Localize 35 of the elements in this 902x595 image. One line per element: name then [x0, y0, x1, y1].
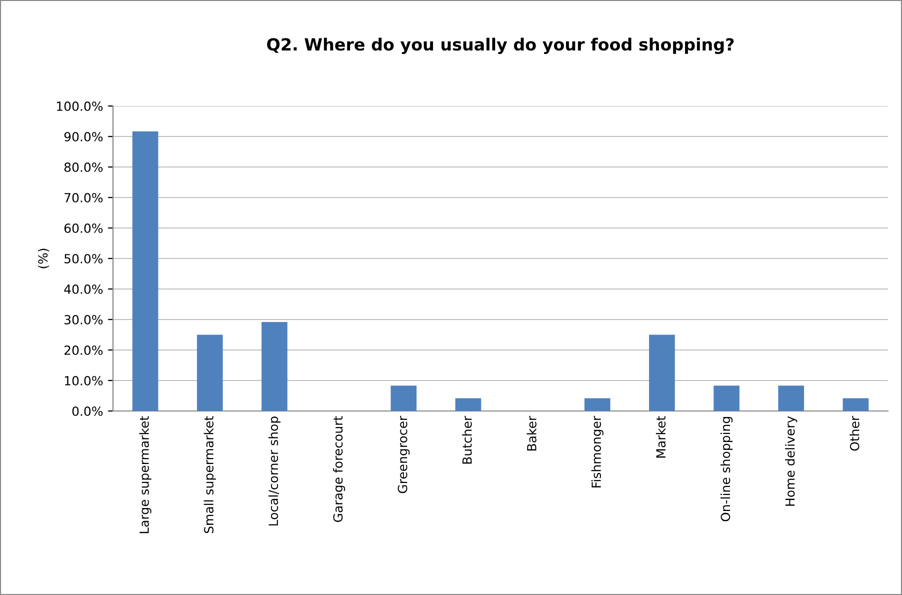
y-tick-label: 50.0%: [64, 254, 103, 264]
bar: [132, 131, 158, 411]
x-tick-label: Small supermarket: [204, 416, 216, 534]
x-tick-label: Local/corner shop: [268, 416, 281, 526]
x-tick-label: Large supermarket: [139, 416, 152, 534]
bar: [390, 386, 417, 411]
x-tick-label: Market: [656, 416, 666, 458]
y-tick-label: 70.0%: [64, 192, 103, 202]
y-tick-label: 20.0%: [64, 345, 103, 355]
bar: [584, 398, 610, 411]
bar: [196, 334, 223, 411]
bar: [778, 386, 804, 411]
bar: [455, 398, 482, 411]
x-tick-label: Home delivery: [785, 416, 798, 506]
y-tick-label: 90.0%: [64, 132, 103, 142]
x-tick-label: Greengrocer: [398, 416, 410, 494]
x-tick-label: Garage forecourt: [332, 416, 346, 522]
bar: [262, 322, 288, 411]
y-tick-label: 0.0%: [72, 406, 103, 416]
x-tick-label: Other: [850, 416, 860, 451]
y-axis-title: (%): [38, 248, 50, 268]
bar: [842, 398, 869, 411]
chart-title: Q2. Where do you usually do your food shopping?: [267, 38, 734, 54]
x-tick-label: Butcher: [462, 416, 472, 464]
y-tick-label: 40.0%: [64, 284, 103, 294]
y-tick-label: 80.0%: [64, 162, 103, 172]
x-tick-label: Fishmonger: [591, 416, 604, 488]
y-tick-label: 60.0%: [64, 223, 103, 233]
y-tick-label: 100.0%: [56, 101, 103, 111]
bar: [714, 386, 740, 411]
x-tick-label: On-line shopping: [720, 417, 733, 522]
y-tick-label: 10.0%: [64, 376, 103, 386]
y-tick-label: 30.0%: [64, 314, 103, 324]
x-tick-label: Baker: [526, 416, 536, 450]
bar: [649, 334, 675, 411]
